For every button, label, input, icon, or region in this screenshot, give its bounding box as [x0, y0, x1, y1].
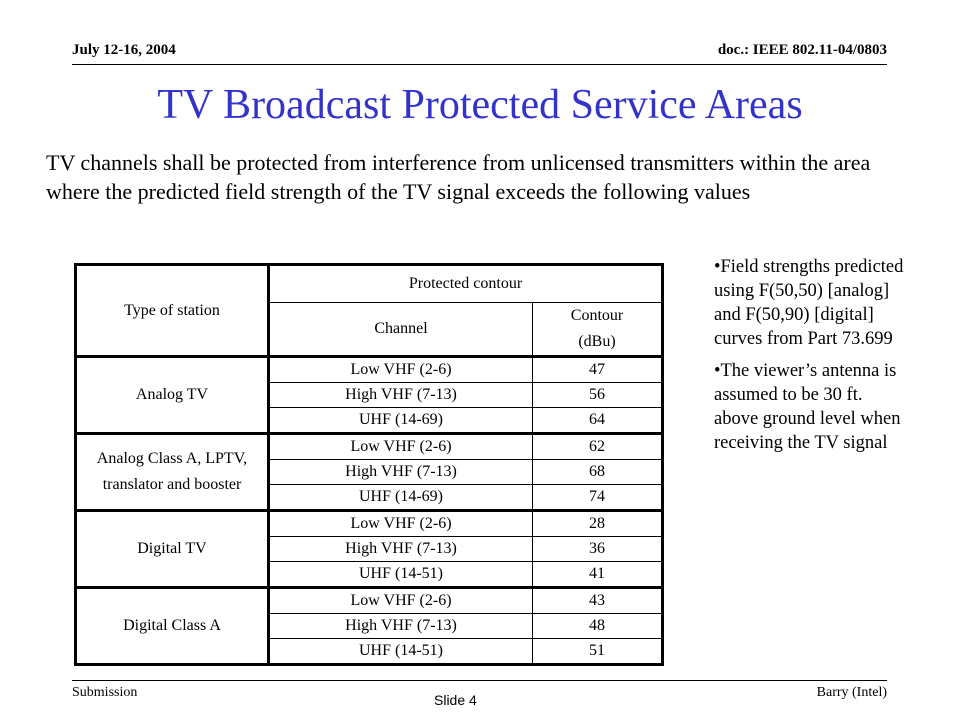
contour-cell: 47: [532, 355, 663, 383]
channel-cell: UHF (14-51): [268, 561, 533, 588]
channel-cell: UHF (14-51): [268, 638, 533, 665]
table-row: Digital TV Low VHF (2-6) 28: [75, 509, 663, 588]
table-row: Analog Class A, LPTV, translator and boo…: [75, 432, 663, 511]
channel-cell: High VHF (7-13): [268, 382, 533, 408]
table-row: Digital Class A Low VHF (2-6) 43: [75, 586, 663, 665]
station-type-cell: Digital Class A: [75, 586, 270, 665]
table-row: High VHF (7-13) 48: [76, 613, 663, 639]
channel-cell: UHF (14-69): [268, 484, 533, 511]
footer-author: Barry (Intel): [816, 685, 887, 700]
contour-cell: 62: [532, 432, 663, 460]
table-header-row: Type of station Protected contour: [75, 264, 663, 357]
table-row: High VHF (7-13) 36: [76, 536, 663, 562]
header-channel: Channel: [268, 302, 533, 357]
station-type-cell: Analog Class A, LPTV, translator and boo…: [75, 432, 270, 511]
contour-cell: 64: [532, 407, 663, 434]
header-type-of-station: Type of station: [75, 264, 270, 357]
header-document-id: doc.: IEEE 802.11-04/0803: [717, 42, 887, 58]
table-row: High VHF (7-13) 56: [76, 382, 663, 408]
header-contour-label: Contour: [570, 307, 624, 324]
contour-cell: 56: [532, 382, 663, 408]
channel-cell: Low VHF (2-6): [268, 355, 533, 383]
table-row: UHF (14-69) 64: [76, 407, 663, 434]
intro-paragraph: TV channels shall be protected from inte…: [46, 150, 871, 204]
contour-cell: 43: [532, 586, 663, 614]
header-divider: [72, 64, 887, 65]
channel-cell: Low VHF (2-6): [268, 586, 533, 614]
header-contour-unit: (dBu): [578, 333, 616, 350]
channel-cell: Low VHF (2-6): [268, 509, 533, 537]
table-subheader-row: Channel Contour (dBu): [76, 302, 663, 357]
footer-slide-number: Slide 4: [434, 692, 477, 708]
protected-contour-table: Type of station Protected contour Channe…: [74, 263, 664, 666]
contour-cell: 28: [532, 509, 663, 537]
contour-cell: 48: [532, 613, 663, 639]
table-row: Analog TV Low VHF (2-6) 47: [75, 355, 663, 434]
footer-submission: Submission: [72, 685, 138, 700]
slide-title: TV Broadcast Protected Service Areas: [157, 82, 803, 128]
station-type-cell: Analog TV: [75, 355, 270, 434]
contour-cell: 51: [532, 638, 663, 665]
channel-cell: High VHF (7-13): [268, 536, 533, 562]
table-row: UHF (14-51) 51: [76, 638, 663, 665]
header-date: July 12-16, 2004: [72, 42, 176, 58]
notes-list: Field strengths predicted using F(50,50)…: [714, 255, 904, 463]
channel-cell: UHF (14-69): [268, 407, 533, 434]
contour-cell: 74: [532, 484, 663, 511]
station-type-cell: Digital TV: [75, 509, 270, 588]
channel-cell: High VHF (7-13): [268, 613, 533, 639]
footer-divider: [72, 680, 887, 681]
contour-cell: 36: [532, 536, 663, 562]
contour-cell: 41: [532, 561, 663, 588]
note-item: The viewer’s antenna is assumed to be 30…: [714, 359, 904, 455]
header-contour: Contour (dBu): [532, 302, 663, 357]
channel-cell: High VHF (7-13): [268, 459, 533, 485]
header-protected-contour: Protected contour: [268, 264, 663, 303]
contour-cell: 68: [532, 459, 663, 485]
note-item: Field strengths predicted using F(50,50)…: [714, 255, 904, 351]
table-row: High VHF (7-13) 68: [76, 459, 663, 485]
channel-cell: Low VHF (2-6): [268, 432, 533, 460]
